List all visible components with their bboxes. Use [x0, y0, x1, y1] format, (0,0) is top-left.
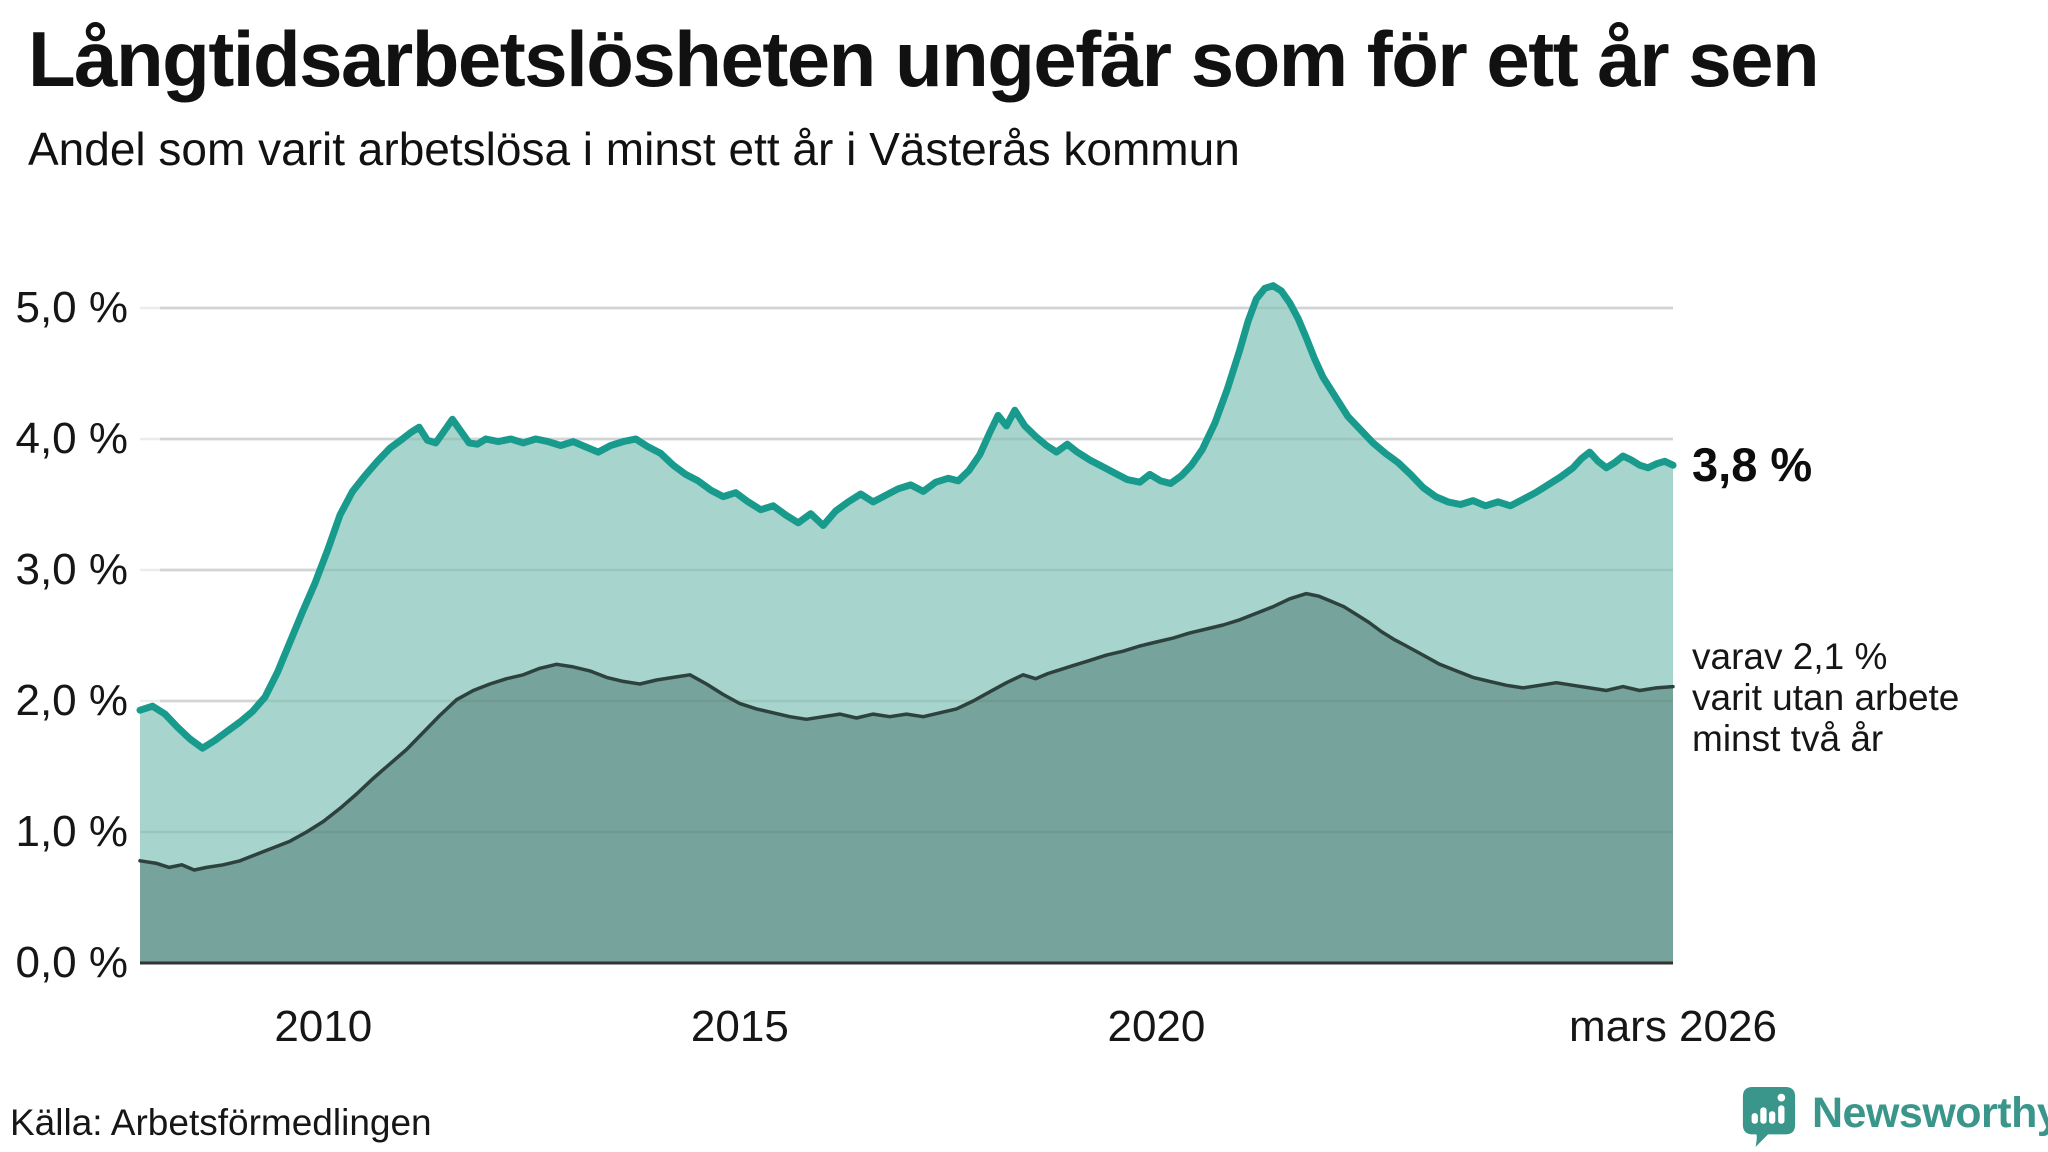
- series-line: [136, 282, 1677, 752]
- x-axis-label: 2010: [274, 1002, 373, 1051]
- y-axis-label: 3,0 %: [15, 545, 128, 594]
- page-title: Långtidsarbetslösheten ungefär som för e…: [28, 15, 1820, 103]
- secondary-annotation-line: minst två år: [1692, 718, 1884, 759]
- secondary-value-annotation: varav 2,1 % varit utan arbete minst två …: [1692, 636, 1959, 759]
- secondary-annotation-line: varav 2,1 %: [1692, 636, 1888, 677]
- secondary-annotation-line: varit utan arbete: [1692, 677, 1960, 718]
- y-axis-label: 5,0 %: [15, 283, 128, 332]
- y-axis-label: 0,0 %: [15, 938, 128, 987]
- series-line: [138, 591, 1675, 872]
- y-axis-label: 4,0 %: [15, 414, 128, 463]
- x-axis-label: 2020: [1107, 1002, 1206, 1051]
- chart-subtitle: Andel som varit arbetslösa i minst ett å…: [28, 123, 1240, 175]
- x-axis-label: 2015: [690, 1002, 789, 1051]
- x-axis-label: mars 2026: [1569, 1002, 1777, 1051]
- y-axis-label: 2,0 %: [15, 676, 128, 725]
- newsworthy-logo: Newsworthy: [1740, 1085, 2048, 1149]
- source-label: Källa: Arbetsförmedlingen: [10, 1102, 432, 1143]
- newsworthy-wordmark: Newsworthy: [1812, 1089, 2048, 1137]
- area-fill: [140, 593, 1673, 963]
- newsworthy-icon: [1742, 1087, 1796, 1147]
- y-axis-label: 1,0 %: [15, 807, 128, 856]
- latest-value-label: 3,8 %: [1692, 438, 1813, 491]
